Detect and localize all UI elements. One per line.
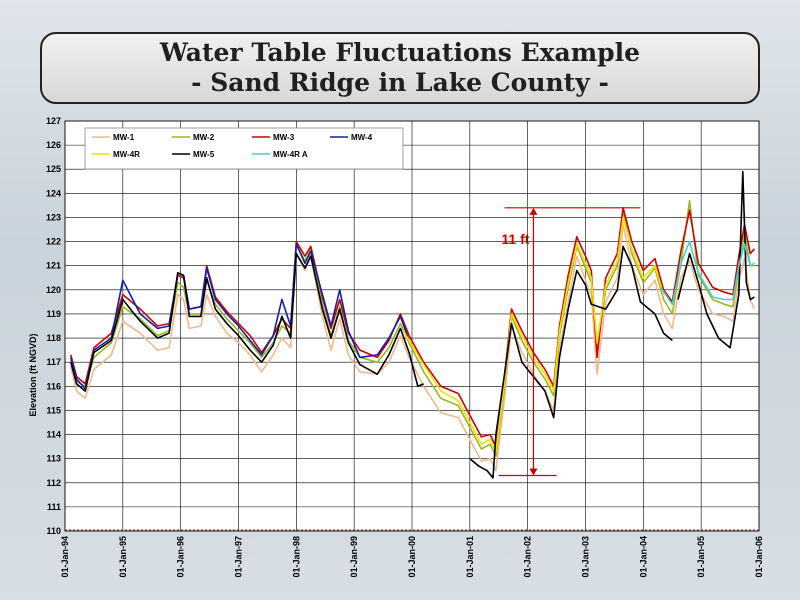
legend: MW-1 MW-2 MW-3 MW-4 MW-4R MW-5 MW-4R A — [84, 127, 404, 170]
annotation: 11 ft — [498, 207, 641, 477]
series-lines — [70, 170, 756, 479]
y-tick-label: 122 — [46, 237, 61, 247]
y-axis-label: Elevation (ft NGVD) — [28, 333, 38, 416]
chart-title: Water Table Fluctuations Example — [159, 38, 641, 67]
series-line-mw-1 — [70, 223, 756, 472]
y-tick-label: 114 — [46, 430, 61, 440]
x-tick-label: 01-Jan-04 — [638, 536, 648, 578]
x-tick-label: 01-Jan-05 — [696, 536, 706, 578]
y-tick-label: 111 — [47, 502, 61, 512]
x-tick-label: 01-Jan-01 — [465, 536, 475, 578]
y-tick-label: 121 — [46, 261, 61, 271]
legend-box — [84, 127, 404, 170]
x-tick-label: 01-Jan-00 — [407, 536, 417, 578]
y-tick-label: 113 — [46, 454, 61, 464]
chart-subtitle: - Sand Ridge in Lake County - — [191, 68, 609, 97]
legend-label: MW-4R — [113, 150, 140, 159]
y-tick-labels: 110 111 112 113 114 115 116 117 118 119 120 121 122 1… — [46, 116, 61, 536]
x-tick-label: 01-Jan-99 — [349, 536, 359, 578]
x-tick-label: 01-Jan-97 — [234, 536, 244, 578]
x-tick-label: 01-Jan-98 — [291, 536, 301, 578]
water-table-chart: 110 111 112 113 114 115 116 117 118 119 120 121 122 1… — [28, 116, 764, 578]
annotation-arrow-down — [529, 468, 538, 476]
y-tick-label: 125 — [46, 164, 61, 174]
y-tick-label: 123 — [46, 212, 61, 222]
y-tick-label: 110 — [46, 526, 61, 536]
y-tick-label: 119 — [46, 309, 61, 319]
y-tick-label: 116 — [46, 381, 61, 391]
x-tick-label: 01-Jan-96 — [176, 536, 186, 578]
series-line-mw-4r-a — [660, 240, 755, 306]
y-tick-label: 117 — [46, 357, 61, 367]
x-tick-label: 01-Jan-06 — [754, 536, 764, 578]
series-line-mw-2 — [70, 199, 755, 457]
y-tick-label: 127 — [46, 116, 61, 126]
y-tick-label: 126 — [46, 140, 61, 150]
annotation-arrow-up — [529, 207, 538, 215]
series-line-mw-5 — [70, 170, 755, 479]
legend-label: MW-5 — [193, 150, 215, 159]
y-tick-label: 112 — [46, 478, 61, 488]
legend-label: MW-3 — [273, 133, 295, 142]
x-tick-label: 01-Jan-95 — [118, 536, 128, 578]
annotation-label: 11 ft — [501, 231, 529, 247]
series-line-mw-4r — [402, 216, 665, 453]
y-tick-label: 124 — [46, 188, 61, 198]
x-tick-labels: 01-Jan-94 01-Jan-95 01-Jan-96 01-Jan-97 01-J… — [60, 536, 764, 578]
legend-label: MW-1 — [113, 133, 135, 142]
title-box: Water Table Fluctuations Example - Sand … — [40, 32, 760, 104]
x-tick-label: 01-Jan-02 — [523, 536, 533, 578]
y-tick-label: 118 — [46, 333, 61, 343]
legend-label: MW-4 — [351, 133, 373, 142]
x-tick-label: 01-Jan-03 — [581, 536, 591, 578]
y-tick-label: 120 — [46, 285, 61, 295]
series-line-mw-4 — [70, 243, 410, 390]
gridlines — [64, 120, 760, 532]
y-tick-label: 115 — [46, 405, 61, 415]
legend-label: MW-2 — [193, 133, 215, 142]
legend-label: MW-4R A — [273, 150, 308, 159]
x-tick-label: 01-Jan-94 — [60, 536, 70, 578]
